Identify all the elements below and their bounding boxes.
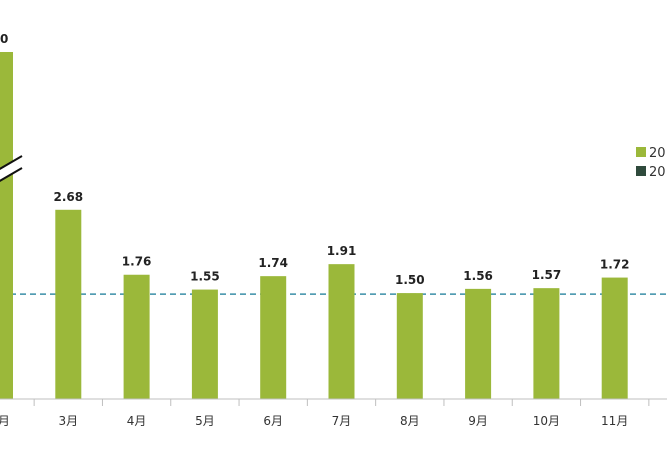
x-tick-label-1: 2月	[0, 414, 10, 428]
legend-label-2: 20	[649, 165, 666, 180]
value-label-10: 1.72	[600, 258, 630, 272]
x-tick-label-3: 4月	[127, 414, 147, 428]
legend-swatch-2	[636, 166, 646, 176]
bar-3	[123, 274, 150, 399]
x-tick-label-10: 11月	[601, 414, 628, 428]
x-tick-label-8: 9月	[468, 414, 488, 428]
value-label-2: 2.68	[53, 190, 83, 204]
bar-4	[191, 289, 218, 399]
x-tick-label-9: 10月	[533, 414, 560, 428]
bar-2	[55, 209, 82, 399]
legend-label-1: 20	[649, 146, 666, 161]
value-label-7: 1.50	[395, 273, 425, 287]
value-label-6: 1.91	[327, 244, 357, 258]
x-tick-label-7: 8月	[400, 414, 420, 428]
bar-1	[0, 52, 13, 399]
axis-break-marks	[0, 155, 23, 182]
value-label-8: 1.56	[463, 269, 493, 283]
value-label-3: 1.76	[122, 255, 152, 269]
bar-9	[533, 288, 560, 399]
x-tick-label-5: 6月	[263, 414, 283, 428]
x-tick-label-4: 5月	[195, 414, 215, 428]
value-label-1: 80	[0, 32, 8, 46]
bar-7	[396, 293, 423, 399]
value-label-4: 1.55	[190, 270, 220, 284]
x-tick-label-2: 3月	[58, 414, 78, 428]
value-label-9: 1.57	[532, 268, 562, 282]
bar-6	[328, 264, 355, 399]
legend-swatch-1	[636, 147, 646, 157]
value-label-5: 1.74	[258, 256, 288, 270]
bar-8	[465, 288, 492, 399]
bar-5	[260, 276, 287, 399]
x-tick-label-6: 7月	[332, 414, 352, 428]
bar-10	[601, 277, 628, 399]
